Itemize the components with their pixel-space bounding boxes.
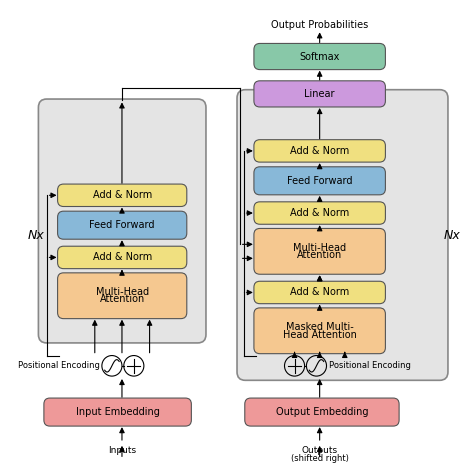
FancyBboxPatch shape bbox=[254, 140, 385, 162]
FancyBboxPatch shape bbox=[57, 184, 187, 206]
FancyBboxPatch shape bbox=[237, 90, 448, 380]
FancyBboxPatch shape bbox=[44, 398, 191, 426]
FancyBboxPatch shape bbox=[57, 246, 187, 269]
Text: Multi-Head: Multi-Head bbox=[293, 243, 346, 252]
Text: Head Attention: Head Attention bbox=[283, 329, 356, 339]
Text: (shifted right): (shifted right) bbox=[291, 454, 348, 463]
Text: Softmax: Softmax bbox=[300, 52, 340, 62]
FancyBboxPatch shape bbox=[38, 99, 206, 343]
Text: Positional Encoding: Positional Encoding bbox=[329, 361, 410, 370]
Text: Linear: Linear bbox=[304, 89, 335, 99]
Text: Nx: Nx bbox=[27, 228, 44, 242]
Text: Output Probabilities: Output Probabilities bbox=[271, 20, 368, 30]
Text: Multi-Head: Multi-Head bbox=[96, 287, 149, 297]
Text: Positional Encoding: Positional Encoding bbox=[18, 361, 100, 370]
FancyBboxPatch shape bbox=[57, 273, 187, 319]
Text: Attention: Attention bbox=[100, 295, 145, 305]
Text: Add & Norm: Add & Norm bbox=[92, 252, 152, 262]
Text: Output Embedding: Output Embedding bbox=[276, 407, 368, 417]
FancyBboxPatch shape bbox=[254, 308, 385, 353]
Text: Inputs: Inputs bbox=[108, 446, 136, 455]
FancyBboxPatch shape bbox=[254, 202, 385, 224]
Text: Outputs: Outputs bbox=[301, 446, 337, 455]
FancyBboxPatch shape bbox=[254, 228, 385, 274]
FancyBboxPatch shape bbox=[254, 281, 385, 304]
FancyBboxPatch shape bbox=[57, 211, 187, 239]
Text: Feed Forward: Feed Forward bbox=[90, 220, 155, 230]
Text: Add & Norm: Add & Norm bbox=[92, 190, 152, 200]
Text: Feed Forward: Feed Forward bbox=[287, 176, 352, 186]
Text: Nx: Nx bbox=[443, 228, 460, 242]
Text: Masked Multi-: Masked Multi- bbox=[286, 322, 354, 332]
Text: Add & Norm: Add & Norm bbox=[290, 288, 349, 298]
FancyBboxPatch shape bbox=[245, 398, 399, 426]
FancyBboxPatch shape bbox=[254, 81, 385, 107]
Text: Add & Norm: Add & Norm bbox=[290, 146, 349, 156]
Text: Attention: Attention bbox=[297, 250, 342, 260]
Text: Add & Norm: Add & Norm bbox=[290, 208, 349, 218]
FancyBboxPatch shape bbox=[254, 167, 385, 195]
FancyBboxPatch shape bbox=[254, 43, 385, 70]
Text: Input Embedding: Input Embedding bbox=[76, 407, 160, 417]
